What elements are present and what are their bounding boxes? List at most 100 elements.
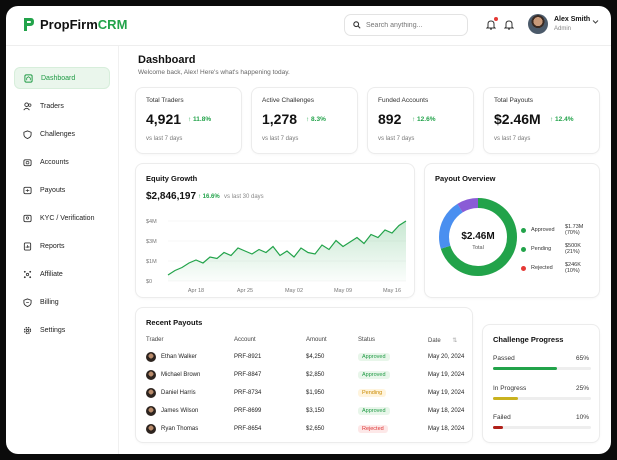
- search-icon: [353, 21, 361, 29]
- avatar: [146, 388, 156, 398]
- sidebar-item-label: Challenges: [40, 130, 76, 138]
- legend-value: $246K (10%): [565, 262, 581, 274]
- column-header[interactable]: Amount: [306, 337, 327, 343]
- search-input[interactable]: [366, 21, 461, 29]
- legend-dot: [521, 246, 526, 252]
- account-id: PRF-8734: [234, 390, 262, 396]
- legend-rejected: Rejected $246K (10%): [521, 262, 597, 274]
- stat-value: $2.46M: [494, 111, 541, 127]
- stat-change: ↑ 12.6%: [412, 116, 436, 123]
- table-row[interactable]: Daniel Harris PRF-8734 $1,950 Pending Ma…: [146, 384, 466, 402]
- sidebar-item-dashboard[interactable]: Dashboard: [14, 67, 110, 89]
- y-tick-label: $0: [146, 279, 152, 285]
- sidebar: Dashboard Traders Challenges Accounts Pa…: [6, 46, 119, 454]
- user-role: Admin: [554, 26, 572, 32]
- donut-slice-pending[interactable]: [439, 198, 517, 276]
- stat-card-payouts[interactable]: Total Payouts $2.46M ↑ 12.4% vs last 7 d…: [483, 87, 600, 154]
- y-tick-label: $4M: [146, 219, 157, 225]
- recent-payouts-title: Recent Payouts: [146, 318, 203, 327]
- notifications-button[interactable]: [484, 17, 498, 31]
- x-tick-label: Apr 25: [237, 288, 253, 294]
- avatar: [146, 370, 156, 380]
- home-icon: [24, 73, 33, 83]
- column-header[interactable]: Account: [234, 337, 256, 343]
- alerts-button[interactable]: [502, 17, 516, 31]
- payout-icon: [23, 186, 32, 194]
- trader-name: Ethan Walker: [161, 354, 197, 360]
- status-badge: Pending: [358, 389, 387, 397]
- status-badge: Approved: [358, 353, 390, 361]
- sidebar-item-label: KYC / Verification: [40, 214, 95, 222]
- sidebar-item-affiliate[interactable]: Affiliate: [14, 263, 110, 285]
- donut-slice-rejected[interactable]: [439, 198, 517, 276]
- sidebar-item-reports[interactable]: Reports: [14, 235, 110, 257]
- sidebar-item-kyc[interactable]: KYC / Verification: [14, 207, 110, 229]
- donut-total-label: Total: [472, 245, 484, 251]
- progress-bar-failed: [493, 426, 591, 429]
- trader-name: Michael Brown: [161, 372, 201, 378]
- avatar: [146, 352, 156, 362]
- progress-bar-in-progress: [493, 397, 591, 400]
- wallet-icon: [23, 158, 32, 166]
- challenge-progress-title: Challenge Progress: [493, 335, 564, 344]
- account-id: PRF-8847: [234, 372, 262, 378]
- payout-overview-title: Payout Overview: [435, 174, 496, 183]
- stat-card-challenges[interactable]: Active Challenges 1,278 ↑ 8.3% vs last 7…: [251, 87, 358, 154]
- equity-chart-card: Equity Growth $2,846,197 ↑ 16.6% vs last…: [135, 163, 415, 298]
- progress-value: 25%: [575, 385, 589, 392]
- chevron-down-icon[interactable]: [592, 19, 599, 25]
- stat-foot: vs last 7 days: [378, 136, 415, 142]
- account-id: PRF-8654: [234, 426, 262, 432]
- page-subtitle: Welcome back, Alex! Here's what's happen…: [138, 69, 290, 76]
- gear-icon: [23, 326, 32, 334]
- network-icon: [23, 270, 32, 278]
- sidebar-item-payouts[interactable]: Payouts: [14, 179, 110, 201]
- column-header[interactable]: Status: [358, 337, 376, 343]
- progress-fill: [493, 426, 503, 429]
- search-box[interactable]: [344, 14, 468, 36]
- column-header[interactable]: Trader: [146, 337, 164, 343]
- stat-card-funded[interactable]: Funded Accounts 892 ↑ 12.6% vs last 7 da…: [367, 87, 474, 154]
- table-header-row: Trader Account Amount Status Date ⇅: [146, 332, 466, 348]
- sidebar-item-traders[interactable]: Traders: [14, 95, 110, 117]
- sidebar-item-accounts[interactable]: Accounts: [14, 151, 110, 173]
- stat-value: 4,921: [146, 111, 182, 127]
- progress-bar-passed: [493, 367, 591, 370]
- table-row[interactable]: Michael Brown PRF-8847 $2,850 Approved M…: [146, 366, 466, 384]
- date: May 20, 2024: [428, 354, 465, 360]
- sidebar-item-label: Payouts: [40, 186, 66, 194]
- avatar: [146, 424, 156, 434]
- stat-foot: vs last 7 days: [146, 136, 183, 142]
- avatar: [146, 406, 156, 416]
- progress-value: 10%: [575, 414, 589, 421]
- date: May 18, 2024: [428, 426, 465, 432]
- sort-icon[interactable]: ⇅: [452, 337, 458, 344]
- legend-label: Pending: [531, 246, 552, 252]
- notification-dot: [494, 17, 498, 21]
- sidebar-item-billing[interactable]: Billing: [14, 291, 110, 313]
- progress-label: In Progress: [493, 385, 527, 392]
- brand-name: PropFirmCRM: [40, 17, 128, 32]
- progress-fill: [493, 367, 557, 370]
- users-icon: [23, 101, 32, 110]
- column-header[interactable]: Date ⇅: [428, 337, 458, 344]
- equity-change-note: vs last 30 days: [224, 194, 264, 200]
- bell-icon: [504, 19, 514, 30]
- progress-value: 65%: [575, 355, 589, 362]
- x-tick-label: Apr 18: [188, 288, 204, 294]
- logo[interactable]: PropFirmCRM: [22, 17, 127, 32]
- legend-value: $500K (21%): [565, 243, 581, 255]
- status-badge: Approved: [358, 407, 390, 415]
- table-row[interactable]: James Wilson PRF-8699 $3,150 Approved Ma…: [146, 402, 466, 420]
- table-row[interactable]: Ryan Thomas PRF-8654 $2,650 Rejected May…: [146, 420, 466, 438]
- sidebar-item-challenges[interactable]: Challenges: [14, 123, 110, 145]
- amount: $2,850: [306, 372, 325, 378]
- table-row[interactable]: Ethan Walker PRF-8921 $4,250 Approved Ma…: [146, 348, 466, 366]
- payout-donut-chart: [439, 198, 517, 276]
- stat-card-traders[interactable]: Total Traders 4,921 ↑ 11.8% vs last 7 da…: [135, 87, 242, 154]
- sidebar-item-settings[interactable]: Settings: [14, 319, 110, 341]
- avatar[interactable]: [528, 14, 548, 34]
- stat-foot: vs last 7 days: [262, 136, 299, 142]
- id-card-icon: [23, 214, 32, 222]
- stat-change: ↑ 11.8%: [188, 116, 212, 123]
